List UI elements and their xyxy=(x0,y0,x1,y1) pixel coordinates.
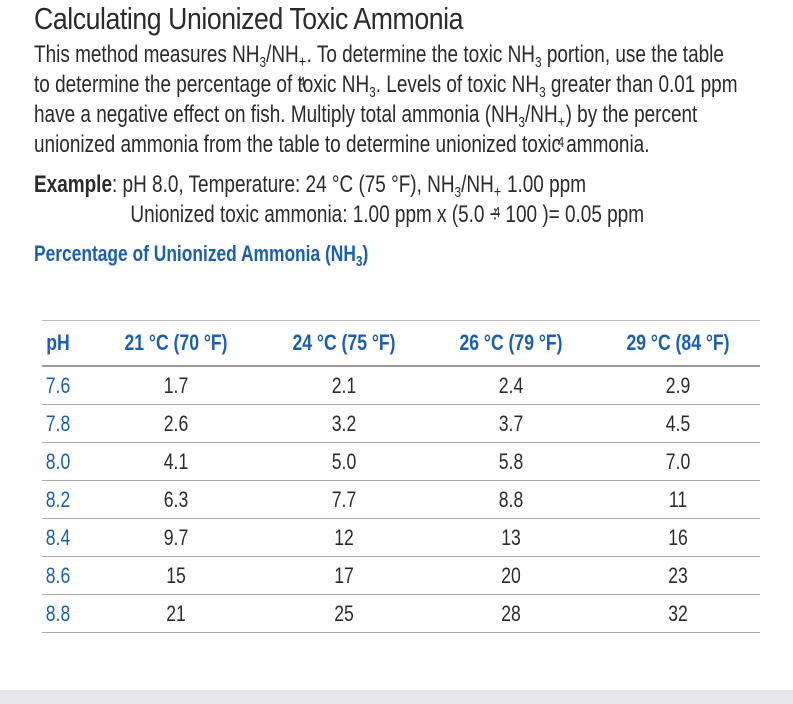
value-cell: 11 xyxy=(668,486,688,512)
value-cell: 13 xyxy=(501,524,521,550)
value-cell: 15 xyxy=(166,562,186,588)
value-cell: 2.4 xyxy=(498,372,524,398)
table-row: 8.0 4.1 5.0 5.8 7.0 xyxy=(42,443,760,481)
value-cell: 17 xyxy=(334,562,354,588)
intro-line-2: to determine the percentage of toxic NH3… xyxy=(34,71,738,101)
table-row: 8.2 6.3 7.7 8.8 11 xyxy=(42,481,760,519)
value-cell: 6.3 xyxy=(163,486,189,512)
header-ph: pH xyxy=(46,330,70,355)
bottom-divider xyxy=(0,690,793,704)
value-cell: 8.8 xyxy=(498,486,524,512)
value-cell: 2.9 xyxy=(665,372,691,398)
table-row: 8.8 21 25 28 32 xyxy=(42,595,760,633)
table-header-row: pH 21 °C (70 °F) 24 °C (75 °F) 26 °C (79… xyxy=(42,320,760,367)
example-line-2: Unionized toxic ammonia: 1.00 ppm x (5.0… xyxy=(130,201,645,228)
value-cell: 7.7 xyxy=(331,486,357,512)
value-cell: 12 xyxy=(334,524,354,550)
value-cell: 21 xyxy=(166,600,186,626)
value-cell: 9.7 xyxy=(163,524,189,550)
table-row: 8.4 9.7 12 13 16 xyxy=(42,519,760,557)
ph-cell: 8.8 xyxy=(45,600,71,626)
value-cell: 3.2 xyxy=(331,410,357,436)
example-label: Example xyxy=(34,171,112,198)
table-row: 8.6 15 17 20 23 xyxy=(42,557,760,595)
ph-cell: 8.4 xyxy=(45,524,71,550)
value-cell: 5.8 xyxy=(498,448,524,474)
table-row: 7.6 1.7 2.1 2.4 2.9 xyxy=(42,367,760,405)
value-cell: 3.7 xyxy=(498,410,524,436)
ph-cell: 8.6 xyxy=(45,562,71,588)
ph-cell: 7.6 xyxy=(45,372,71,398)
intro-line-3: have a negative effect on fish. Multiply… xyxy=(34,101,698,151)
value-cell: 16 xyxy=(668,524,688,550)
value-cell: 2.1 xyxy=(331,372,357,398)
value-cell: 32 xyxy=(668,600,688,626)
ammonia-table: pH 21 °C (70 °F) 24 °C (75 °F) 26 °C (79… xyxy=(42,320,760,633)
ph-cell: 8.0 xyxy=(45,448,71,474)
value-cell: 5.0 xyxy=(331,448,357,474)
header-temp-24: 24 °C (75 °F) xyxy=(292,330,396,355)
ph-cell: 8.2 xyxy=(45,486,71,512)
value-cell: 28 xyxy=(501,600,521,626)
header-temp-26: 26 °C (79 °F) xyxy=(459,330,563,355)
intro-paragraph: This method measures NH3/NH +4. To determ… xyxy=(34,40,764,160)
value-cell: 23 xyxy=(668,562,688,588)
intro-line-1: This method measures NH3/NH +4. To determ… xyxy=(34,41,724,91)
header-temp-29: 29 °C (84 °F) xyxy=(626,330,730,355)
value-cell: 2.6 xyxy=(163,410,189,436)
ph-cell: 7.8 xyxy=(45,410,71,436)
example-line-1: Example: pH 8.0, Temperature: 24 °C (75 … xyxy=(34,171,587,221)
page-title: Calculating Unionized Toxic Ammonia xyxy=(34,1,464,36)
value-cell: 20 xyxy=(501,562,521,588)
text-section: Calculating Unionized Toxic Ammonia This… xyxy=(34,0,764,270)
value-cell: 4.1 xyxy=(163,448,189,474)
table-title: Percentage of Unionized Ammonia (NH3) xyxy=(34,241,369,270)
table-row: 7.8 2.6 3.2 3.7 4.5 xyxy=(42,405,760,443)
value-cell: 7.0 xyxy=(665,448,691,474)
intro-line-4: unionized ammonia from the table to dete… xyxy=(34,131,650,158)
header-temp-21: 21 °C (70 °F) xyxy=(124,330,228,355)
example-block: Example: pH 8.0, Temperature: 24 °C (75 … xyxy=(34,170,764,230)
value-cell: 25 xyxy=(334,600,354,626)
value-cell: 4.5 xyxy=(665,410,691,436)
value-cell: 1.7 xyxy=(163,372,189,398)
